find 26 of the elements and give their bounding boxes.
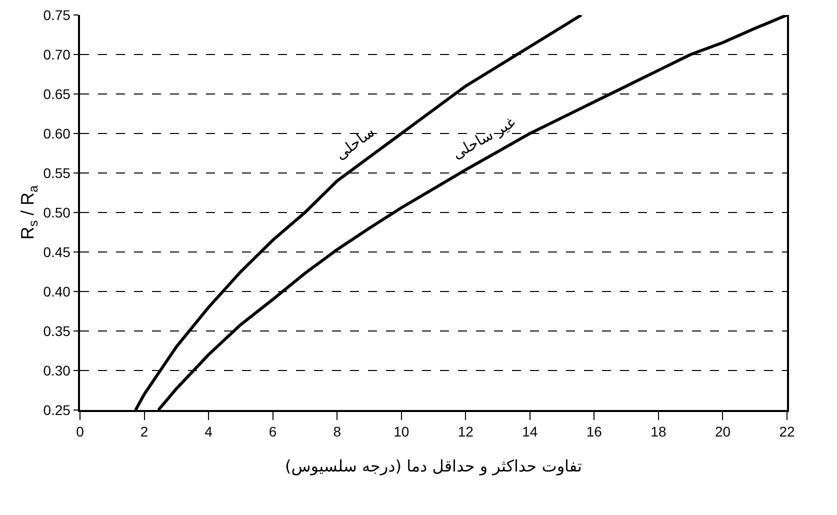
y-tick-label: 0.60 (43, 125, 71, 142)
x-axis-title: تفاوت حداکثر و حداقل دما (درجه سلسیوس) (285, 456, 582, 476)
x-tick-label: 14 (522, 424, 538, 440)
y-tick-label: 0.40 (43, 283, 71, 300)
x-tick-label: 20 (714, 424, 731, 440)
y-tick-label: 0.55 (43, 164, 71, 181)
x-tick-label: 6 (268, 424, 277, 440)
x-tick-label: 8 (333, 424, 342, 440)
y-tick-label: 0.75 (43, 6, 71, 23)
x-tick-label: 4 (204, 424, 213, 440)
text: غیر ساحلی (449, 113, 519, 163)
y-tick-label: 0.45 (43, 244, 71, 260)
x-tick-label: 22 (779, 424, 795, 440)
y-tick-label: 0.30 (43, 362, 71, 378)
text: ساحلی (332, 122, 378, 164)
y-tick-label: 0.65 (43, 86, 71, 102)
y-tick-label: 0.50 (43, 204, 71, 220)
x-tick-label: 12 (458, 424, 474, 440)
y-tick-label: 0.35 (43, 322, 71, 339)
y-tick-label: 0.70 (43, 46, 71, 62)
x-tick-label: 2 (140, 424, 148, 440)
x-tick-label: 16 (586, 424, 602, 440)
x-tick-label: 10 (394, 424, 410, 440)
x-tick-label: 0 (76, 424, 84, 440)
x-tick-label: 18 (650, 424, 666, 440)
y-tick-label: 0.25 (43, 402, 71, 418)
